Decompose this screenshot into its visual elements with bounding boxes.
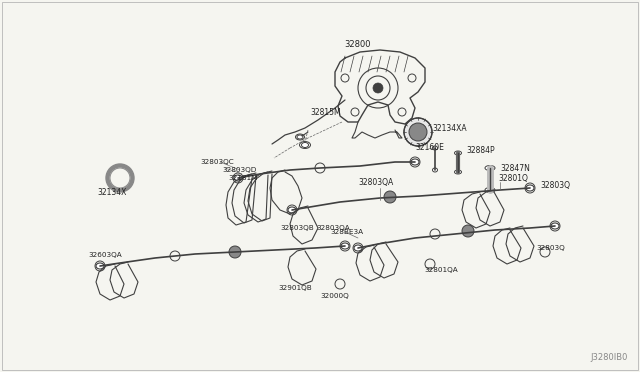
Text: 32803Q: 32803Q (540, 180, 570, 189)
Text: 32803Q: 32803Q (536, 245, 564, 251)
Ellipse shape (551, 223, 559, 229)
Circle shape (110, 168, 130, 188)
Text: 32801QA: 32801QA (424, 267, 458, 273)
Ellipse shape (485, 187, 495, 192)
Circle shape (373, 83, 383, 93)
Ellipse shape (288, 207, 296, 213)
Ellipse shape (526, 185, 534, 191)
Circle shape (229, 246, 241, 258)
Text: J3280IB0: J3280IB0 (590, 353, 627, 362)
Text: 32000Q: 32000Q (320, 293, 349, 299)
Ellipse shape (297, 135, 303, 139)
Ellipse shape (354, 245, 362, 251)
Circle shape (384, 191, 396, 203)
Ellipse shape (341, 243, 349, 249)
Text: 32884P: 32884P (466, 145, 495, 154)
Text: 32803QD: 32803QD (222, 167, 257, 173)
Ellipse shape (433, 168, 438, 172)
Text: 32803QA: 32803QA (316, 225, 349, 231)
Circle shape (106, 164, 134, 192)
Ellipse shape (485, 166, 495, 170)
Ellipse shape (454, 170, 461, 174)
Text: 32603QA: 32603QA (88, 252, 122, 258)
Ellipse shape (301, 142, 308, 148)
Ellipse shape (433, 146, 438, 150)
Text: 32800: 32800 (345, 39, 371, 48)
Ellipse shape (96, 263, 104, 269)
Text: 328BE3A: 328BE3A (330, 229, 363, 235)
Ellipse shape (411, 159, 419, 165)
Text: 32801Q: 32801Q (498, 173, 528, 183)
Ellipse shape (454, 151, 461, 155)
Text: 32160E: 32160E (415, 142, 444, 151)
Text: 32803QB: 32803QB (280, 225, 314, 231)
Text: 32803QC: 32803QC (200, 159, 234, 165)
Text: 32134XA: 32134XA (432, 124, 467, 132)
Text: 32815M: 32815M (310, 108, 340, 116)
Circle shape (404, 118, 432, 146)
Text: 32181M: 32181M (228, 175, 257, 181)
Text: 32803QA: 32803QA (358, 177, 393, 186)
Ellipse shape (234, 175, 242, 181)
Circle shape (462, 225, 474, 237)
Circle shape (409, 123, 427, 141)
Text: 32901QB: 32901QB (278, 285, 312, 291)
Text: 32134X: 32134X (97, 187, 126, 196)
Text: 32847N: 32847N (500, 164, 530, 173)
